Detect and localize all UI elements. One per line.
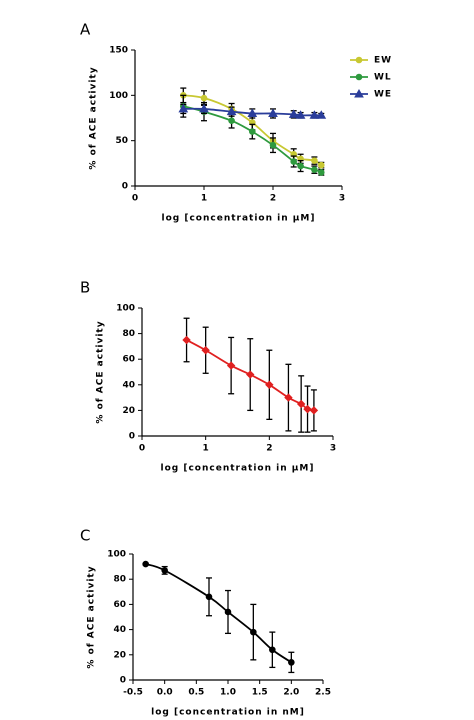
fit-line — [145, 563, 292, 664]
legend-marker — [355, 73, 363, 81]
y-tick-label: 20 — [113, 650, 126, 660]
marker — [316, 110, 327, 119]
marker — [265, 380, 274, 390]
marker — [200, 94, 208, 102]
y-tick-label: 100 — [109, 91, 128, 101]
y-tick-label: 0 — [129, 432, 135, 442]
marker — [269, 646, 276, 654]
x-tick-label: 2.0 — [283, 688, 299, 698]
legend-marker — [355, 56, 363, 64]
y-tick-label: 0 — [122, 182, 128, 192]
marker — [205, 593, 213, 601]
x-tick-label: 2 — [270, 194, 276, 204]
marker — [201, 346, 210, 355]
marker — [318, 161, 325, 169]
x-tick-label: 0 — [139, 444, 145, 454]
marker — [296, 399, 306, 409]
y-tick-label: 150 — [109, 46, 128, 56]
marker — [268, 108, 278, 117]
x-tick-label: 0.0 — [157, 688, 173, 698]
x-axis-label: log [concentration in μM] — [162, 214, 316, 224]
y-tick-label: 50 — [115, 136, 128, 146]
marker — [290, 158, 298, 165]
marker — [228, 117, 235, 125]
marker — [309, 406, 319, 415]
marker — [288, 109, 299, 118]
y-axis-label: % of ACE activity — [96, 320, 106, 423]
y-tick-label: 40 — [122, 380, 135, 390]
legend-label: WE — [374, 90, 392, 100]
y-tick-label: 80 — [122, 329, 135, 339]
x-tick-label: 1 — [201, 194, 207, 204]
marker — [297, 162, 304, 170]
marker — [288, 659, 295, 666]
x-tick-label: 2 — [266, 444, 272, 454]
x-axis-label: log [concentration in μM] — [161, 464, 315, 474]
y-axis-label: % of ACE activity — [89, 66, 99, 169]
marker — [269, 141, 277, 149]
marker — [295, 110, 306, 119]
y-tick-label: 100 — [116, 304, 135, 314]
y-tick-label: 0 — [120, 676, 126, 686]
marker — [226, 106, 237, 116]
x-tick-label: 1.0 — [220, 688, 236, 698]
y-tick-label: 40 — [113, 625, 126, 635]
marker — [246, 370, 255, 379]
legend-label: EW — [374, 56, 392, 66]
x-tick-label: 3 — [339, 194, 345, 204]
marker — [178, 103, 189, 113]
y-tick-label: 80 — [113, 575, 126, 585]
x-tick-label: 1 — [203, 444, 209, 454]
y-tick-label: 60 — [113, 600, 126, 610]
y-axis-label: % of ACE activity — [87, 565, 97, 668]
marker — [182, 335, 191, 345]
x-tick-label: 0.5 — [188, 688, 204, 698]
legend-marker — [354, 88, 364, 98]
x-tick-label: 3 — [330, 444, 336, 454]
marker — [311, 166, 318, 173]
x-axis-label: log [concentration in nM] — [151, 708, 305, 718]
x-tick-label: 0 — [132, 194, 138, 204]
marker — [284, 393, 293, 402]
marker — [161, 567, 168, 574]
marker — [224, 608, 232, 616]
panel-label: C — [80, 527, 90, 545]
marker — [226, 361, 236, 370]
panel-label: A — [80, 21, 91, 39]
x-tick-label: 1.5 — [252, 688, 268, 698]
legend-label: WL — [374, 73, 392, 83]
y-tick-label: 60 — [122, 355, 135, 365]
marker — [142, 560, 149, 568]
marker — [247, 108, 258, 117]
y-tick-label: 20 — [122, 406, 135, 416]
marker — [249, 128, 256, 135]
x-tick-label: 2.5 — [315, 688, 331, 698]
marker — [318, 169, 325, 176]
y-tick-label: 100 — [107, 550, 126, 560]
marker — [303, 404, 312, 414]
x-tick-label: -0.5 — [123, 688, 143, 698]
marker — [250, 628, 257, 636]
marker — [309, 110, 320, 119]
marker — [199, 103, 209, 113]
marker — [311, 157, 318, 164]
panel-label: B — [80, 279, 90, 297]
